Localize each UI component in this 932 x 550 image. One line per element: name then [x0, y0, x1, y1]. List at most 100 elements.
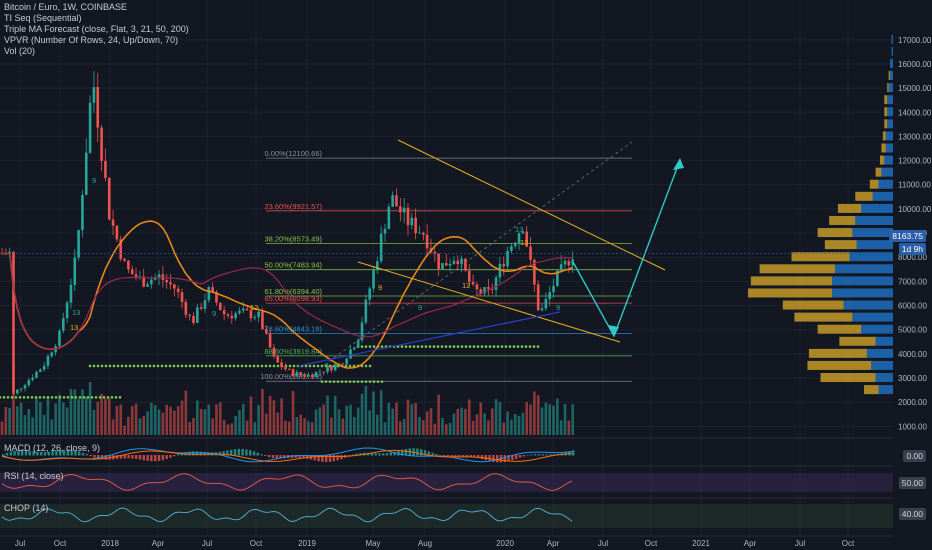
volume-bar — [441, 417, 444, 435]
sequential-support-dots — [0, 345, 540, 399]
candle-body — [142, 276, 146, 287]
macd-histogram-bar — [116, 455, 119, 460]
candle-body — [100, 127, 103, 161]
seq-dot — [0, 396, 2, 399]
macd-histogram-bar — [306, 455, 309, 459]
price-tick-label: 3000.00 — [898, 374, 927, 383]
rsi-label[interactable]: RSI (14, close) — [4, 471, 64, 481]
macd-histogram-bar — [157, 455, 161, 461]
candle-body — [402, 207, 406, 213]
vpvr-up-bar — [843, 300, 893, 310]
seq-dot — [114, 396, 118, 399]
macd-histogram-bar — [66, 449, 69, 456]
candle-body — [280, 362, 283, 367]
vpvr-up-bar — [861, 324, 893, 334]
volume-bar — [452, 413, 456, 435]
legend-vpvr[interactable]: VPVR (Number Of Rows, 24, Up/Down, 70) — [4, 35, 179, 45]
chop-label[interactable]: CHOP (14) — [4, 503, 49, 513]
candle-body — [272, 347, 276, 357]
volume-bar — [333, 395, 337, 435]
seq-dot — [160, 364, 164, 368]
candle-body — [284, 366, 287, 370]
seq-dot — [30, 396, 34, 399]
macd-histogram-bar — [431, 452, 434, 456]
volume-bar — [563, 403, 567, 435]
macd-histogram-bar — [401, 449, 404, 456]
macd-histogram-bar — [241, 448, 244, 456]
volume-bar — [402, 418, 406, 435]
seq-dot — [152, 364, 156, 368]
seq-dot — [344, 380, 348, 383]
macd-histogram-bar — [9, 451, 12, 456]
projection-arrowhead — [673, 158, 684, 170]
candle-body — [556, 270, 559, 287]
chop-band — [0, 504, 893, 528]
macd-histogram-bar — [195, 451, 199, 456]
volume-bar — [513, 413, 517, 435]
macd-histogram-bar — [59, 450, 62, 456]
vpvr-down-bar — [837, 203, 862, 213]
candle-body — [73, 257, 77, 285]
seq-dot — [272, 364, 276, 368]
vpvr-up-bar — [878, 385, 893, 395]
vpvr-down-bar — [875, 167, 882, 177]
macd-histogram-bar — [146, 455, 149, 461]
seq-dot — [496, 345, 500, 348]
seq-dot — [464, 345, 468, 348]
macd-histogram-bar — [378, 453, 381, 456]
candle-body — [448, 263, 452, 266]
candle-body — [238, 310, 241, 314]
vpvr-up-bar — [878, 179, 893, 189]
candle-body — [418, 232, 421, 234]
volume-bar — [4, 407, 8, 435]
candle-body — [42, 365, 46, 370]
symbol-title[interactable]: Bitcoin / Euro, 1W, COINBASE — [4, 2, 128, 12]
volume-bar — [510, 419, 513, 435]
legend-triple-ma[interactable]: Triple MA Forecast (close, Flat, 3, 21, … — [4, 24, 189, 34]
macd-histogram-bar — [317, 455, 320, 462]
vpvr-down-bar — [748, 288, 833, 298]
seq-dot — [320, 364, 324, 368]
td-count-label: 9 — [92, 176, 96, 185]
candle-body — [219, 302, 222, 311]
volume-bar — [307, 421, 310, 435]
macd-histogram-bar — [81, 452, 85, 456]
candle-body — [502, 263, 506, 267]
volume-bar — [107, 398, 111, 435]
macd-histogram-bar — [62, 449, 66, 456]
volume-bar — [536, 395, 540, 435]
rsi-line — [1, 473, 573, 491]
volume-bar — [165, 404, 168, 435]
seq-dot — [108, 364, 112, 368]
macd-label[interactable]: MACD (12, 26, close, 9) — [4, 443, 101, 453]
candle-body — [563, 260, 567, 265]
candle-body — [19, 388, 23, 390]
macd-histogram-bar — [123, 455, 126, 459]
volume-bar — [54, 403, 57, 435]
volume-bar — [345, 405, 348, 435]
seq-dot — [380, 345, 384, 348]
macd-histogram-bar — [351, 454, 354, 456]
volume-bar — [207, 404, 211, 435]
candle-body — [245, 308, 249, 311]
price-tick-label: 12000.00 — [898, 157, 932, 166]
seq-dot — [348, 364, 352, 368]
vpvr-down-bar — [855, 191, 873, 201]
candle-body — [552, 286, 555, 293]
legend-ti-seq[interactable]: TI Seq (Sequential) — [4, 13, 82, 23]
seq-dot — [404, 345, 408, 348]
seq-dot — [340, 380, 344, 383]
seq-dot — [536, 345, 540, 348]
chop-line — [1, 507, 573, 523]
macd-histogram-bar — [412, 448, 415, 456]
seq-dot — [2, 396, 6, 399]
candle-body — [387, 206, 391, 229]
seq-dot — [88, 364, 92, 368]
legend-volume[interactable]: Vol (20) — [4, 46, 36, 56]
seq-dot — [436, 345, 440, 348]
seq-dot — [116, 364, 120, 368]
macd-histogram-bar — [526, 455, 529, 456]
seq-dot — [420, 345, 424, 348]
macd-histogram-bar — [325, 455, 328, 463]
